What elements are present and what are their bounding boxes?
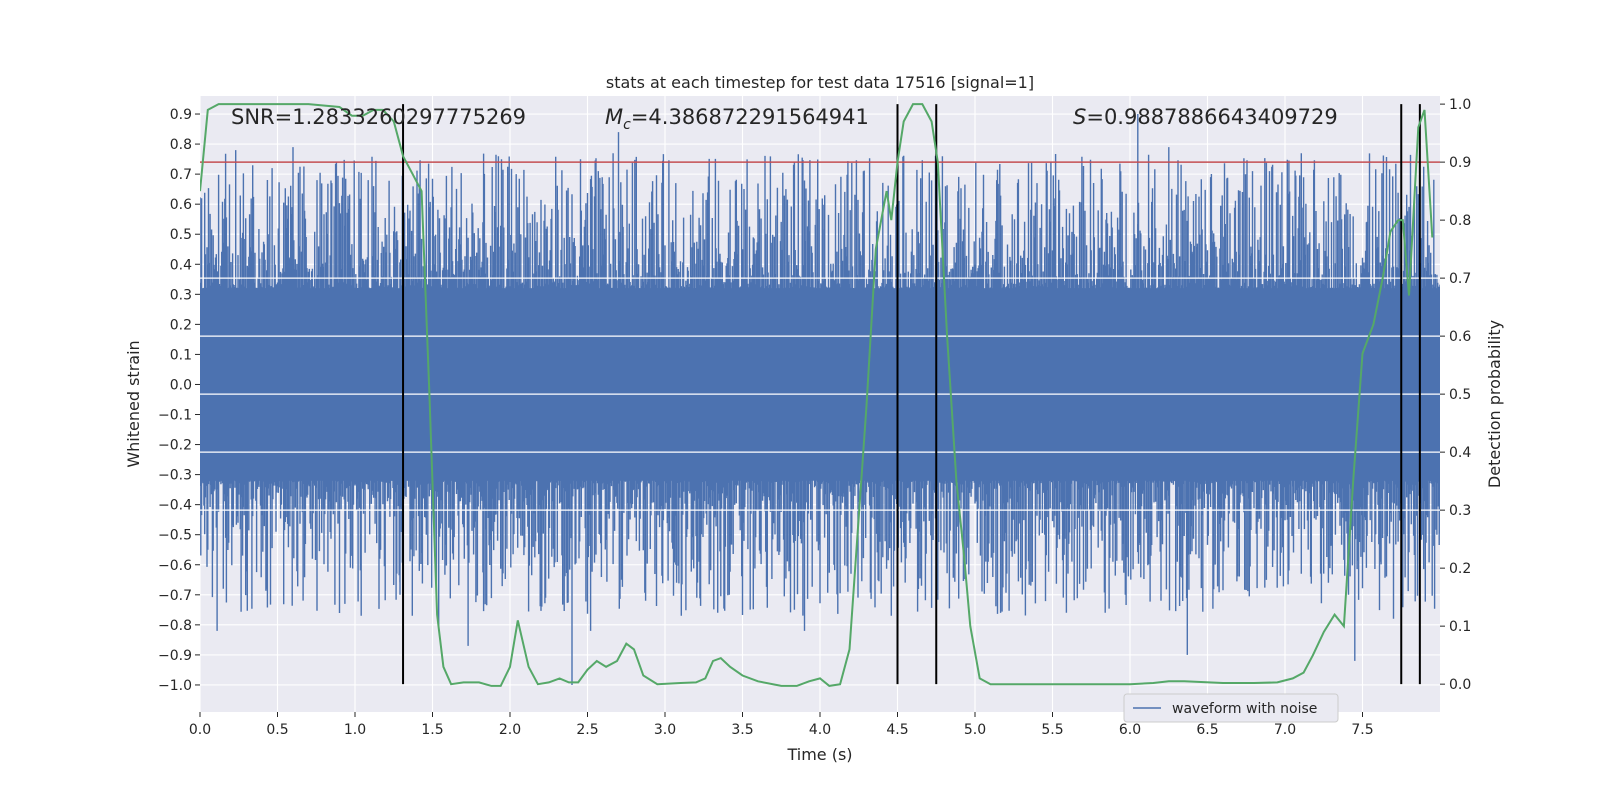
y-tick-label: 0.8: [170, 137, 192, 153]
y2-tick-label: 0.8: [1449, 213, 1471, 229]
y2-axis-ticks: 0.0 0.1 0.2 0.3 0.4 0.5 0.6 0.7 0.8 0.9 1.0: [1440, 97, 1471, 693]
y2-tick-label: 0.3: [1449, 503, 1471, 519]
y2-tick-label: 0.0: [1449, 677, 1471, 693]
y-axis-ticks: −1.0 −0.9 −0.8 −0.7 −0.6 −0.5 −0.4 −0.3 −0.2 −0.1…: [158, 107, 200, 694]
x-tick-label: 1.0: [344, 722, 366, 738]
legend-label-waveform: waveform with noise: [1172, 701, 1317, 717]
y2-tick-label: 1.0: [1449, 97, 1471, 113]
y2-tick-label: 0.2: [1449, 561, 1471, 577]
legend: waveform with noise: [1123, 693, 1339, 723]
x-tick-label: 0.5: [266, 722, 288, 738]
x-tick-label: 3.5: [731, 722, 753, 738]
x-axis-title: Time (s): [786, 745, 852, 764]
y-tick-label: 0.2: [170, 317, 192, 333]
y-tick-label: −0.6: [158, 558, 192, 574]
y-tick-label: 0.1: [170, 347, 192, 363]
x-tick-label: 3.0: [654, 722, 676, 738]
detection-probability-line: [200, 103, 1434, 687]
y-tick-label: −0.5: [158, 528, 192, 544]
y-tick-label: 0.7: [170, 167, 192, 183]
y-tick-label: −0.8: [158, 618, 192, 634]
s-symbol: S: [1073, 105, 1086, 129]
y2-tick-label: 0.4: [1449, 445, 1471, 461]
x-tick-label: 5.0: [964, 722, 986, 738]
x-tick-label: 4.0: [809, 722, 831, 738]
y-tick-label: −0.4: [158, 498, 192, 514]
x-tick-label: 7.0: [1274, 722, 1296, 738]
detection-probability-series: [200, 103, 1434, 687]
y-axis-title: Whitened strain: [124, 340, 143, 467]
y-tick-label: 0.5: [170, 227, 192, 243]
y-tick-label: −1.0: [158, 678, 192, 694]
y2-tick-label: 0.1: [1449, 619, 1471, 635]
y-tick-label: −0.9: [158, 648, 192, 664]
chirp-mass-annotation: Mc=4.386872291564941: [605, 105, 869, 133]
x-tick-label: 0.0: [189, 722, 211, 738]
x-tick-label: 5.5: [1041, 722, 1063, 738]
y2-axis-title: Detection probability: [1485, 320, 1504, 488]
chirp-mass-symbol: M: [605, 105, 623, 129]
chirp-mass-value: =4.386872291564941: [631, 105, 869, 129]
x-axis-ticks: 0.0 0.5 1.0 1.5 2.0 2.5 3.0 3.5 4.0 4.5 5.0 5.5 6.0 6…: [189, 712, 1374, 738]
waveform-with-noise-series: [200, 114, 1440, 685]
x-tick-label: 7.5: [1351, 722, 1373, 738]
x-tick-label: 6.5: [1196, 722, 1218, 738]
y-tick-label: −0.3: [158, 468, 192, 484]
y-tick-label: 0.6: [170, 197, 192, 213]
x-tick-label: 4.5: [886, 722, 908, 738]
y-tick-label: 0.9: [170, 107, 192, 123]
x-tick-label: 6.0: [1119, 722, 1141, 738]
x-tick-label: 2.0: [499, 722, 521, 738]
x-tick-label: 1.5: [421, 722, 443, 738]
secondary-gridlines: [200, 277, 1440, 511]
chart-title: stats at each timestep for test data 175…: [606, 73, 1034, 92]
y2-tick-label: 0.7: [1449, 271, 1471, 287]
y-tick-label: −0.1: [158, 408, 192, 424]
y-tick-label: −0.2: [158, 438, 192, 454]
x-tick-label: 2.5: [576, 722, 598, 738]
y-tick-label: 0.3: [170, 287, 192, 303]
snr-annotation: SNR=1.2833260297775269: [231, 105, 526, 129]
y-tick-label: 0.0: [170, 377, 192, 393]
y2-tick-label: 0.6: [1449, 329, 1471, 345]
y-tick-label: 0.4: [170, 257, 192, 273]
vertical-markers: [402, 104, 1421, 685]
y2-tick-label: 0.5: [1449, 387, 1471, 403]
legend-box: [1123, 693, 1339, 723]
s-annotation: S=0.9887886643409729: [1073, 105, 1338, 129]
chirp-mass-subscript: c: [623, 117, 631, 133]
s-value: =0.9887886643409729: [1086, 105, 1337, 129]
y2-tick-label: 0.9: [1449, 155, 1471, 171]
y-tick-label: −0.7: [158, 588, 192, 604]
